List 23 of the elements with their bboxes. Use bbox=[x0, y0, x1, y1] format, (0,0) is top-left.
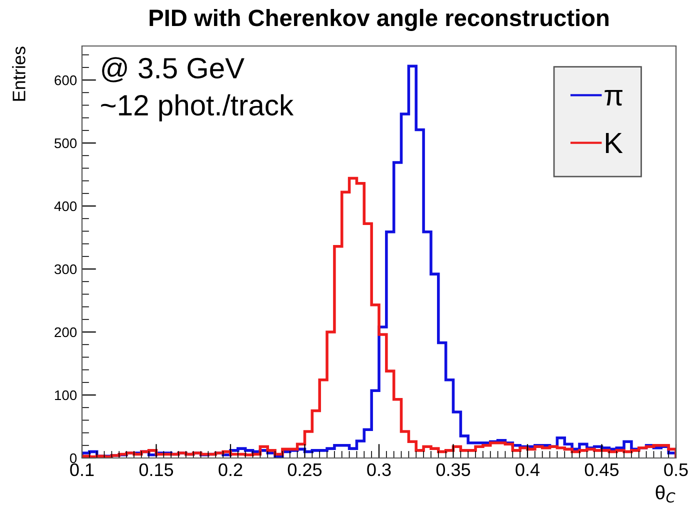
legend-label: π bbox=[604, 90, 622, 106]
x-tick-label: 0.15 bbox=[139, 463, 174, 476]
x-tick-label: 0.5 bbox=[664, 463, 688, 476]
y-tick-label: 300 bbox=[54, 264, 77, 274]
annotation: ~12 phot./track bbox=[101, 94, 294, 122]
y-tick-label: 100 bbox=[55, 390, 77, 400]
x-tick-label: 0.3 bbox=[367, 463, 391, 476]
chart-title: PID with Cherenkov angle reconstruction bbox=[150, 8, 608, 32]
x-axis-title: θ$_{C}$ bbox=[656, 485, 676, 503]
y-tick-label: 200 bbox=[54, 327, 77, 338]
y-tick-label: 600 bbox=[54, 75, 77, 86]
x-tick-label: 0.35 bbox=[436, 463, 470, 476]
y-tick-label: 400 bbox=[54, 201, 77, 212]
x-tick-label: 0.45 bbox=[584, 463, 619, 476]
x-tick-label: 0.25 bbox=[288, 463, 322, 476]
x-tick-label: 0.2 bbox=[218, 463, 242, 476]
x-tick-label: 0.1 bbox=[70, 463, 94, 476]
x-tick-label: 0.4 bbox=[516, 463, 540, 476]
y-tick-label: 0 bbox=[70, 453, 77, 464]
annotation: @ 3.5 GeV bbox=[102, 57, 244, 82]
legend-label: K bbox=[606, 132, 623, 154]
y-tick-label: 500 bbox=[54, 138, 77, 148]
y-axis-title: Entries bbox=[12, 46, 26, 101]
